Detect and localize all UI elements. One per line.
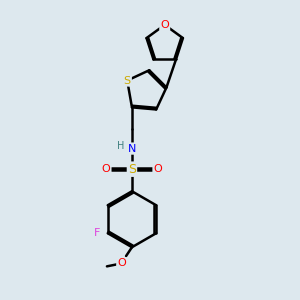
Text: O: O (154, 164, 162, 174)
Text: N: N (128, 144, 136, 154)
Text: F: F (94, 228, 101, 238)
Text: O: O (160, 20, 169, 30)
Text: S: S (128, 163, 136, 176)
Text: H: H (117, 141, 124, 151)
Text: O: O (102, 164, 110, 174)
Text: O: O (117, 258, 126, 268)
Text: S: S (124, 76, 131, 85)
